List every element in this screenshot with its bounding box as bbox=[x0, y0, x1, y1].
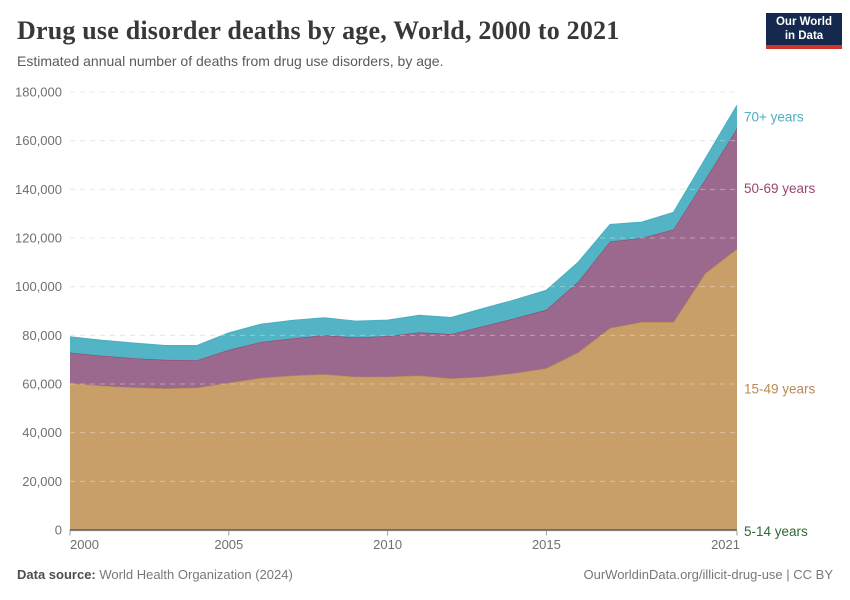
owid-logo: Our World in Data bbox=[766, 13, 842, 49]
y-axis-label: 0 bbox=[55, 523, 62, 538]
series-label-5-14-years: 5-14 years bbox=[744, 524, 808, 539]
plot-area[interactable] bbox=[70, 92, 737, 530]
x-axis-label: 2005 bbox=[214, 537, 243, 552]
y-axis-label: 80,000 bbox=[22, 328, 62, 343]
y-axis-label: 100,000 bbox=[15, 279, 62, 294]
y-axis-label: 40,000 bbox=[22, 425, 62, 440]
x-axis-label: 2010 bbox=[373, 537, 402, 552]
series-labels: 70+ years 50-69 years 15-49 years 5-14 y… bbox=[744, 109, 816, 539]
area-15-49-years bbox=[70, 248, 737, 530]
area-series-group bbox=[69, 105, 738, 530]
y-axis-label: 180,000 bbox=[15, 85, 62, 100]
logo-line1: Our World bbox=[775, 15, 832, 28]
y-axis-labels: 0 20,000 40,000 60,000 80,000 100,000 120,000 1… bbox=[15, 85, 62, 538]
data-source-label: Data source: bbox=[17, 567, 96, 582]
data-source-value: World Health Organization (2024) bbox=[99, 567, 293, 582]
y-axis-label: 140,000 bbox=[15, 182, 62, 197]
owid-license-link[interactable]: OurWorldinData.org/illicit-drug-use | CC… bbox=[583, 567, 834, 582]
x-axis-label: 2021 bbox=[711, 537, 740, 552]
area-top-line bbox=[69, 105, 738, 347]
area-50-69-years bbox=[70, 128, 737, 389]
y-axis-label: 60,000 bbox=[22, 377, 62, 392]
series-label-50-69-years: 50-69 years bbox=[744, 181, 816, 196]
y-axis-label: 160,000 bbox=[15, 133, 62, 148]
chart-subtitle: Estimated annual number of deaths from d… bbox=[17, 53, 444, 69]
gridlines-overlay bbox=[70, 91, 737, 482]
data-source: Data source: World Health Organization (… bbox=[17, 567, 293, 582]
logo-line2: in Data bbox=[784, 30, 824, 42]
y-axis-label: 120,000 bbox=[15, 231, 62, 246]
series-label-15-49-years: 15-49 years bbox=[744, 382, 816, 397]
chart-footer: Data source: World Health Organization (… bbox=[17, 567, 833, 582]
x-axis-label: 2000 bbox=[70, 537, 99, 552]
x-axis bbox=[69, 529, 738, 536]
x-axis-labels: 2000 2005 2010 2015 2021 bbox=[70, 537, 740, 552]
page-title: Drug use disorder deaths by age, World, … bbox=[17, 16, 620, 45]
series-label-70plus-years: 70+ years bbox=[744, 109, 804, 124]
x-axis-label: 2015 bbox=[532, 537, 561, 552]
y-axis-label: 20,000 bbox=[22, 474, 62, 489]
